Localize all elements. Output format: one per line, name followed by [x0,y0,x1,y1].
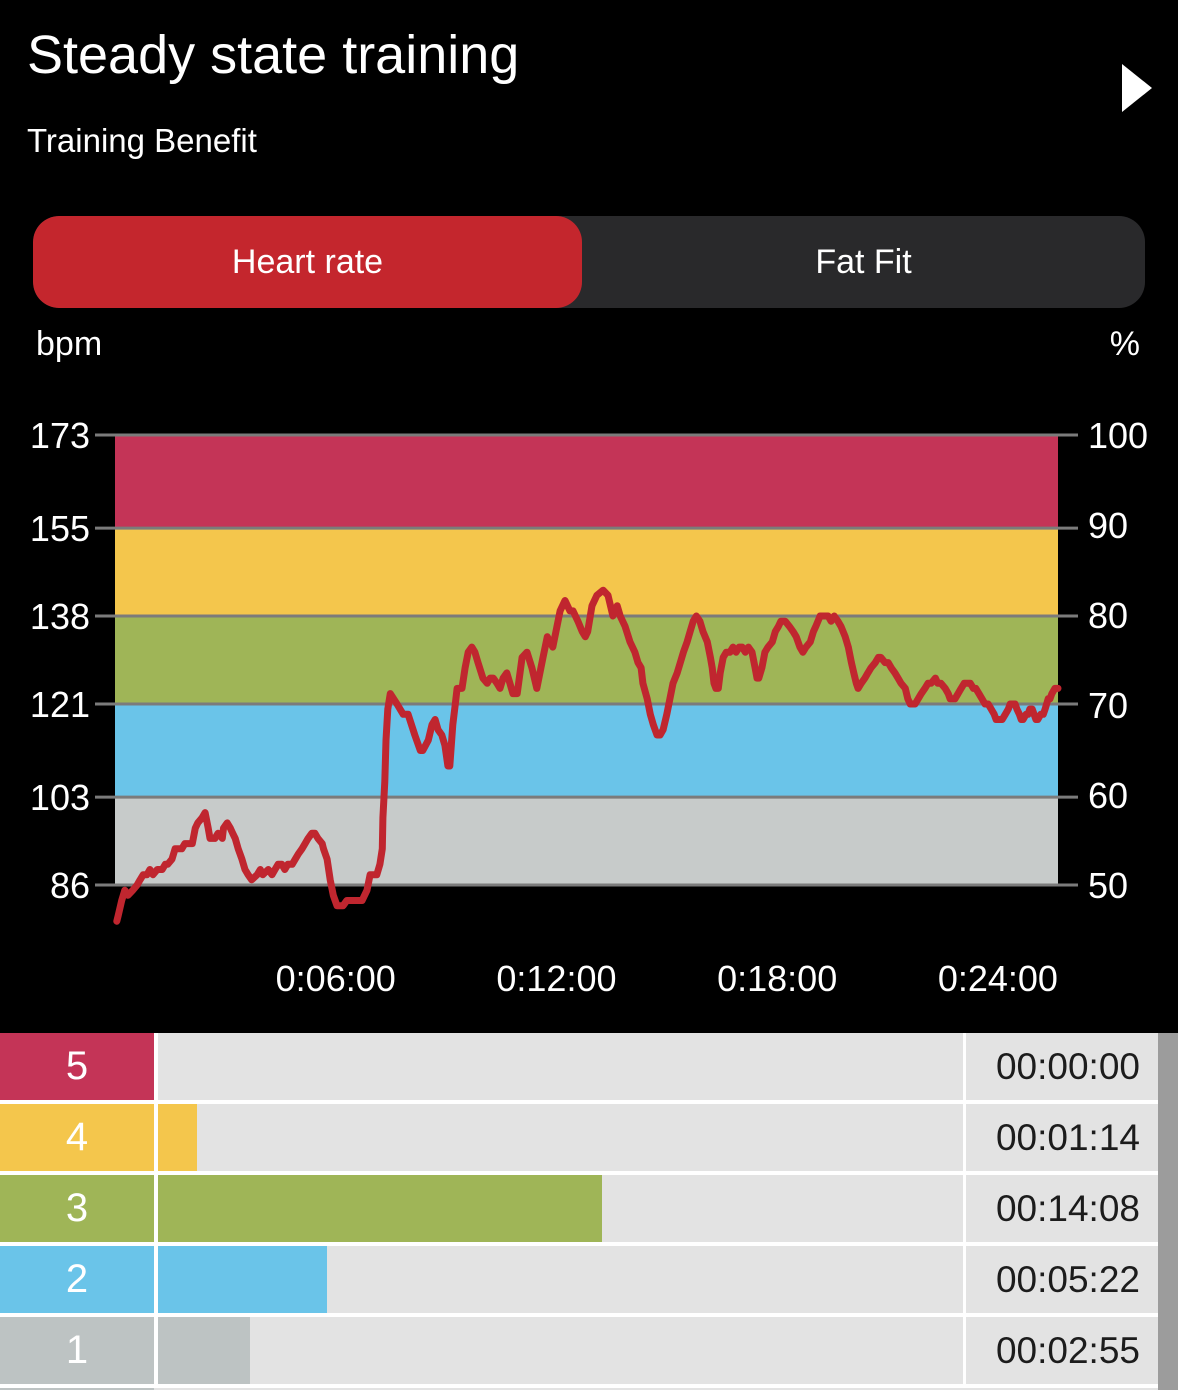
tab-fat-fit[interactable]: Fat Fit [815,242,912,281]
heart-rate-line [113,586,1062,925]
zone-duration-bar [158,1104,197,1171]
left-axis-tick-label: 86 [50,865,90,906]
zone-badge: 5 [0,1033,154,1100]
zone-duration-bar [158,1246,327,1313]
time-column-separator [963,1317,966,1384]
time-column-separator [963,1033,966,1100]
right-axis-tick-label: 80 [1088,595,1128,636]
heart-rate-zone-chart: 173 155 138 121 103 86 100 90 80 70 60 50 0:06:00 0:1… [30,415,1148,999]
x-axis-tick-label: 0:18:00 [717,958,837,999]
training-benefit-label: Training Benefit [27,122,257,159]
right-axis-tick-label: 90 [1088,505,1128,546]
time-column-separator [963,1246,966,1313]
right-axis-tick-label: 60 [1088,775,1128,816]
time-column-separator [963,1175,966,1242]
right-axis-unit-label: % [1109,325,1140,363]
zone-badge: 4 [0,1104,154,1171]
zone-band-2 [115,703,1058,798]
zone-row-1: 1 00:02:55 [0,1317,1178,1384]
zone-band-4 [115,528,1058,617]
badge-bar-gap [154,1317,158,1384]
left-axis-tick-label: 173 [30,415,90,456]
badge-bar-gap [154,1246,158,1313]
zone-duration-value: 00:14:08 [995,1187,1140,1229]
x-axis-tick-label: 0:12:00 [496,958,616,999]
left-axis-tick-label: 155 [30,508,90,549]
x-axis-tick-label: 0:24:00 [938,958,1058,999]
tab-heart-rate[interactable]: Heart rate [33,216,582,308]
right-axis-tick-label: 100 [1088,415,1148,456]
scrollbar[interactable] [1158,1033,1178,1390]
badge-bar-gap [154,1104,158,1171]
left-axis-tick-label: 103 [30,777,90,818]
zone-row-partial [0,1388,1178,1390]
zone-duration-bar [158,1317,250,1384]
zone-duration-bar [158,1175,602,1242]
badge-bar-gap [154,1175,158,1242]
zone-row-3: 3 00:14:08 [0,1175,1178,1242]
zone-duration-value: 00:00:00 [995,1045,1140,1087]
page-title: Steady state training [27,25,520,85]
zone-duration-table: 5 00:00:00 4 00:01:14 3 00:14:08 2 00:05:22 1 00:… [0,1033,1178,1390]
zone-badge-partial [0,1388,154,1390]
zone-duration-value: 00:02:55 [995,1329,1140,1371]
time-column-separator [963,1104,966,1171]
play-icon[interactable] [1122,64,1152,112]
zone-duration-value: 00:05:22 [995,1258,1140,1300]
zone-duration-value: 00:01:14 [995,1116,1140,1158]
zone-band-5 [115,435,1058,529]
x-axis-tick-label: 0:06:00 [276,958,396,999]
zone-row-2: 2 00:05:22 [0,1246,1178,1313]
zone-badge: 2 [0,1246,154,1313]
zone-badge: 1 [0,1317,154,1384]
zone-row-5: 5 00:00:00 [0,1033,1178,1100]
left-axis-tick-label: 121 [30,684,90,725]
zone-row-4: 4 00:01:14 [0,1104,1178,1171]
right-axis-tick-label: 50 [1088,865,1128,906]
left-axis-tick-label: 138 [30,596,90,637]
zone-badge: 3 [0,1175,154,1242]
chart-mode-tabs: Heart rate Fat Fit [33,216,1145,308]
badge-bar-gap [154,1033,158,1100]
left-axis-unit-label: bpm [36,325,103,363]
right-axis-tick-label: 70 [1088,685,1128,726]
